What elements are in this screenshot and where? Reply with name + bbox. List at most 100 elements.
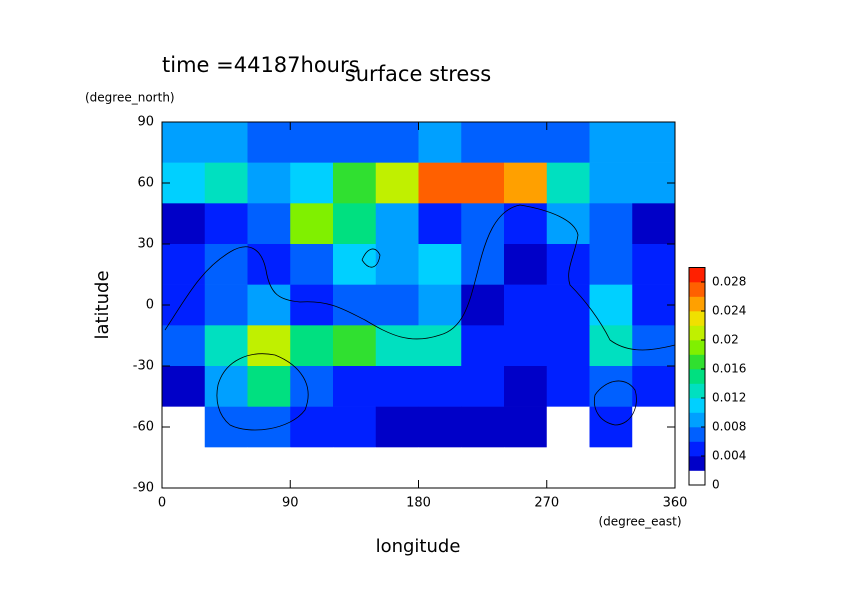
cell (589, 366, 633, 407)
y-tick-label: -90 (133, 481, 154, 496)
cell (290, 244, 334, 285)
cell (589, 447, 633, 489)
colorbar: 0 0.004 0.008 0.012 0.016 0.02 0.024 0.028 (688, 267, 746, 492)
cell (418, 203, 462, 245)
cell (546, 162, 590, 204)
y-axis-label: latitude (92, 270, 113, 339)
colorbar-swatch (689, 456, 705, 471)
colorbar-swatch (689, 369, 705, 384)
cell (247, 203, 291, 245)
cell (290, 284, 334, 326)
cell (204, 203, 248, 245)
cell (589, 406, 633, 448)
colorbar-swatch (689, 427, 705, 442)
cell (333, 122, 377, 163)
cell (247, 244, 291, 285)
y-unit: (degree_north) (85, 91, 175, 105)
cell (162, 244, 206, 285)
cell (546, 406, 590, 448)
cell (632, 244, 676, 285)
colorbar-tick-label: 0.016 (712, 362, 746, 376)
colorbar-swatch (689, 412, 705, 428)
cell (375, 284, 419, 326)
cell (546, 244, 590, 285)
cell (333, 162, 377, 204)
cell (461, 203, 505, 245)
cell (290, 406, 334, 448)
colorbar-tick-label: 0.028 (712, 275, 746, 289)
cell (333, 447, 377, 489)
cell (333, 325, 377, 367)
cell (418, 244, 462, 285)
cell (375, 366, 419, 407)
cell (461, 366, 505, 407)
cell (375, 447, 419, 489)
colorbar-swatch (689, 470, 705, 486)
cell (204, 244, 248, 285)
coastline (361, 248, 381, 268)
cell (504, 162, 548, 204)
cell (632, 366, 676, 407)
cell (375, 244, 419, 285)
cell (461, 406, 505, 448)
coastline (164, 204, 676, 351)
chart-title: surface stress (345, 62, 491, 86)
cell (546, 122, 590, 163)
cell (247, 162, 291, 204)
coastline (593, 380, 637, 426)
cell (247, 122, 291, 163)
cell (375, 203, 419, 245)
cell (162, 203, 206, 245)
cell (333, 203, 377, 245)
colorbar-swatch (689, 325, 705, 341)
colorbar-swatch (689, 354, 705, 370)
cell (546, 325, 590, 367)
colorbar-tick-label: 0.012 (712, 391, 746, 405)
colorbar-swatch (689, 282, 705, 297)
cell (333, 406, 377, 448)
colorbar-swatch (689, 383, 705, 399)
cell (290, 203, 334, 245)
cell (589, 203, 633, 245)
cell (247, 447, 291, 489)
cell (290, 122, 334, 163)
cell (589, 122, 633, 163)
colorbar-tick-label: 0.004 (712, 449, 746, 463)
cell (375, 162, 419, 204)
cell (504, 203, 548, 245)
colorbar-swatch (689, 441, 705, 457)
cell (546, 447, 590, 489)
cell (247, 284, 291, 326)
cell (504, 122, 548, 163)
cell (418, 406, 462, 448)
cell (418, 447, 462, 489)
x-tick-label: 90 (282, 496, 299, 511)
field (162, 122, 676, 489)
colorbar-tick-label: 0.02 (712, 333, 739, 347)
colorbar-swatch (689, 340, 705, 355)
cell (589, 162, 633, 204)
cell (290, 162, 334, 204)
y-tick-label: -30 (133, 359, 154, 374)
cell (461, 122, 505, 163)
colorbar-swatch (689, 296, 705, 312)
cell (504, 366, 548, 407)
cell (204, 447, 248, 489)
cell (546, 366, 590, 407)
cell (504, 244, 548, 285)
colorbar-swatch (689, 398, 705, 413)
cell (504, 406, 548, 448)
cell (632, 203, 676, 245)
cell (632, 447, 676, 489)
subtitle: time =44187hours (162, 53, 360, 77)
cell (461, 244, 505, 285)
cell (290, 325, 334, 367)
cell (204, 325, 248, 367)
cell (589, 244, 633, 285)
cell (333, 366, 377, 407)
cell (375, 122, 419, 163)
y-tick-label: 90 (137, 115, 154, 130)
cell (333, 244, 377, 285)
cell (162, 325, 206, 367)
cell (461, 162, 505, 204)
